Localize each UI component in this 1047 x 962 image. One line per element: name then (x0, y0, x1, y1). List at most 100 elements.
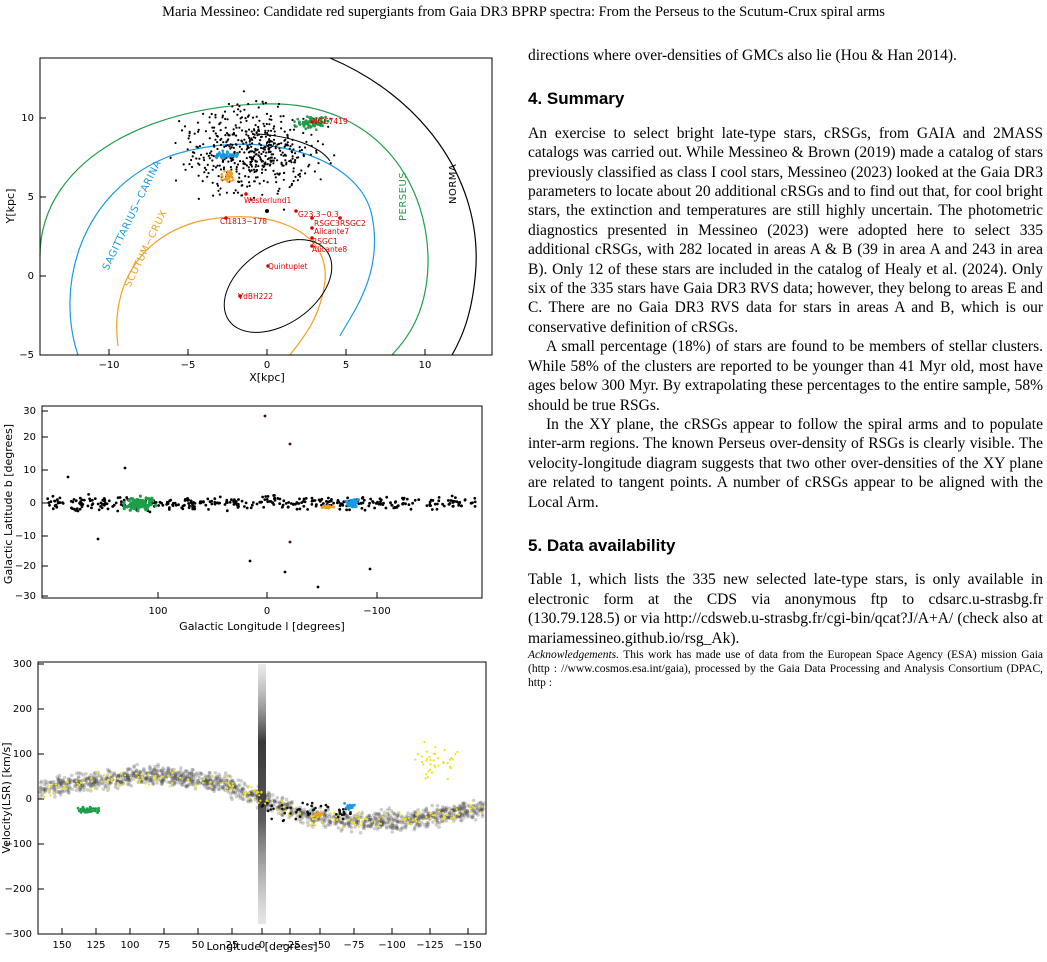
star-point (294, 175, 297, 178)
co-emission (173, 780, 178, 785)
star-point (110, 779, 113, 783)
co-emission (463, 808, 468, 813)
co-emission (415, 822, 419, 826)
co-emission (346, 820, 351, 824)
star-point (359, 502, 363, 505)
co-emission (184, 784, 189, 789)
co-emission (156, 762, 160, 767)
star-point (91, 502, 95, 506)
star-point (247, 102, 250, 106)
star-point (449, 767, 452, 770)
co-emission (151, 782, 156, 786)
star-point (259, 135, 263, 139)
star-point (222, 166, 226, 169)
star-point (144, 782, 147, 785)
co-emission (242, 781, 246, 785)
co-emission (369, 817, 373, 822)
co-emission (302, 807, 307, 812)
co-emission (406, 811, 410, 815)
co-emission (52, 788, 57, 792)
co-emission (57, 773, 62, 778)
co-emission (128, 767, 133, 772)
star-point (190, 158, 193, 162)
co-emission (179, 766, 183, 770)
star-point (258, 119, 261, 122)
co-emission (212, 785, 217, 789)
co-emission (43, 779, 47, 783)
co-emission (57, 790, 62, 795)
star-point (225, 509, 229, 513)
star-point (214, 116, 217, 119)
co-emission (393, 818, 397, 823)
star-point (200, 153, 203, 156)
co-emission (360, 815, 364, 820)
lb-ytick-label: −30 (15, 591, 36, 602)
co-emission (152, 767, 157, 771)
star-point (450, 757, 453, 760)
co-emission (377, 812, 381, 816)
star-point (430, 508, 434, 511)
star-point (436, 502, 439, 506)
co-emission (330, 815, 334, 820)
co-emission (339, 829, 344, 833)
star-point (276, 172, 279, 175)
co-emission (229, 795, 233, 799)
co-emission (177, 773, 182, 777)
star-point (276, 192, 279, 195)
star-point (272, 169, 275, 172)
star-point (307, 165, 310, 168)
co-emission (204, 779, 209, 784)
co-emission (397, 820, 402, 825)
co-emission (68, 780, 73, 785)
co-emission (248, 794, 252, 798)
co-emission (234, 786, 239, 791)
co-emission (280, 813, 285, 818)
star-point (266, 133, 270, 136)
cluster-label: Quintuplet (268, 262, 308, 271)
cluster-marker (310, 216, 314, 220)
star-point (353, 823, 356, 826)
co-emission (473, 818, 478, 822)
co-emission (80, 785, 85, 790)
co-emission (192, 779, 196, 784)
co-emission (461, 807, 466, 812)
co-emission (323, 816, 327, 821)
co-emission (308, 808, 313, 812)
star-point (251, 501, 255, 504)
co-emission (325, 823, 330, 827)
co-emission (303, 811, 308, 816)
star-point (353, 803, 356, 807)
star-point (167, 508, 171, 511)
star-point (357, 502, 361, 505)
star-point (361, 496, 365, 499)
co-emission (126, 778, 131, 782)
co-emission (131, 770, 135, 774)
star-point (221, 175, 224, 178)
co-emission (397, 819, 402, 823)
star-point (224, 178, 227, 181)
co-emission (61, 779, 66, 784)
co-emission (132, 771, 136, 776)
star-point (446, 499, 450, 502)
co-emission (366, 824, 370, 828)
star-point (125, 505, 129, 509)
co-emission (275, 805, 280, 810)
star-point (338, 507, 342, 511)
star-point (226, 150, 229, 153)
star-point (208, 121, 211, 124)
co-emission (424, 809, 429, 813)
co-emission (382, 810, 387, 815)
co-emission (121, 773, 125, 777)
co-emission (245, 794, 249, 798)
star-point (174, 141, 177, 145)
co-emission (205, 781, 210, 785)
lv-yaxis-label: Velocity(LSR) [km/s] (0, 742, 13, 853)
cluster-marker (310, 236, 314, 240)
co-emission (416, 808, 420, 812)
co-emission (56, 789, 61, 794)
star-point (80, 808, 84, 812)
co-emission (191, 781, 195, 785)
co-emission (166, 768, 171, 772)
co-emission (173, 772, 178, 777)
co-emission (150, 772, 155, 777)
